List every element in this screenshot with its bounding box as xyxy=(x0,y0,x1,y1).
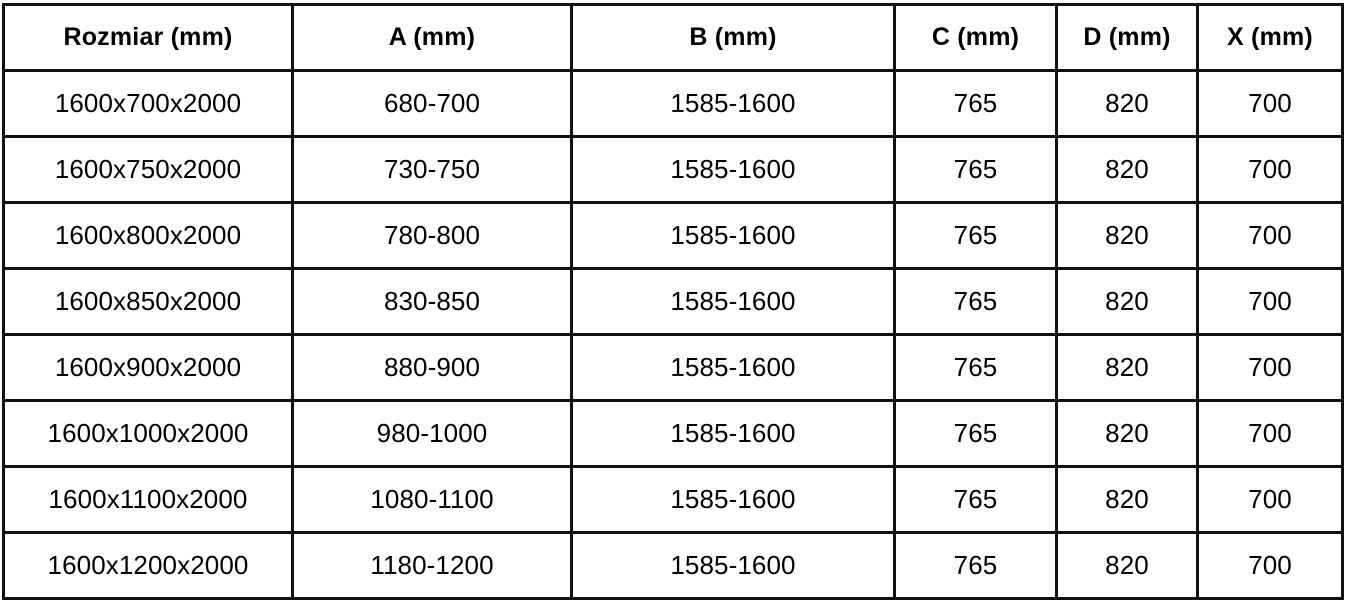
cell-d: 820 xyxy=(1055,201,1199,270)
cell-c: 765 xyxy=(893,267,1058,336)
cell-d: 820 xyxy=(1055,69,1199,138)
cell-b: 1585-1600 xyxy=(570,135,896,204)
cell-c: 765 xyxy=(893,465,1058,534)
cell-b: 1585-1600 xyxy=(570,531,896,600)
cell-a: 880-900 xyxy=(291,333,573,402)
cell-a: 1180-1200 xyxy=(291,531,573,600)
table-row: 1600x850x2000 830-850 1585-1600 765 820 … xyxy=(2,267,1344,336)
cell-a: 680-700 xyxy=(291,69,573,138)
column-header-a: A (mm) xyxy=(291,3,573,72)
cell-d: 820 xyxy=(1055,135,1199,204)
table-header: Rozmiar (mm) A (mm) B (mm) C (mm) D (mm)… xyxy=(2,3,1344,72)
cell-c: 765 xyxy=(893,399,1058,468)
cell-x: 700 xyxy=(1196,69,1344,138)
cell-b: 1585-1600 xyxy=(570,399,896,468)
table-row: 1600x800x2000 780-800 1585-1600 765 820 … xyxy=(2,201,1344,270)
cell-size: 1600x1200x2000 xyxy=(2,531,294,600)
cell-b: 1585-1600 xyxy=(570,333,896,402)
cell-d: 820 xyxy=(1055,333,1199,402)
cell-size: 1600x1100x2000 xyxy=(2,465,294,534)
table-row: 1600x750x2000 730-750 1585-1600 765 820 … xyxy=(2,135,1344,204)
cell-c: 765 xyxy=(893,201,1058,270)
cell-a: 730-750 xyxy=(291,135,573,204)
cell-b: 1585-1600 xyxy=(570,465,896,534)
table-body: 1600x700x2000 680-700 1585-1600 765 820 … xyxy=(2,69,1344,600)
cell-x: 700 xyxy=(1196,399,1344,468)
cell-x: 700 xyxy=(1196,135,1344,204)
cell-a: 780-800 xyxy=(291,201,573,270)
column-header-c: C (mm) xyxy=(893,3,1058,72)
table-row: 1600x900x2000 880-900 1585-1600 765 820 … xyxy=(2,333,1344,402)
table-row: 1600x1100x2000 1080-1100 1585-1600 765 8… xyxy=(2,465,1344,534)
cell-size: 1600x1000x2000 xyxy=(2,399,294,468)
cell-size: 1600x700x2000 xyxy=(2,69,294,138)
cell-x: 700 xyxy=(1196,465,1344,534)
header-row: Rozmiar (mm) A (mm) B (mm) C (mm) D (mm)… xyxy=(2,3,1344,72)
cell-a: 980-1000 xyxy=(291,399,573,468)
cell-c: 765 xyxy=(893,333,1058,402)
cell-a: 1080-1100 xyxy=(291,465,573,534)
cell-x: 700 xyxy=(1196,531,1344,600)
cell-c: 765 xyxy=(893,135,1058,204)
cell-c: 765 xyxy=(893,531,1058,600)
cell-size: 1600x900x2000 xyxy=(2,333,294,402)
cell-d: 820 xyxy=(1055,465,1199,534)
cell-d: 820 xyxy=(1055,399,1199,468)
specification-table-container: Rozmiar (mm) A (mm) B (mm) C (mm) D (mm)… xyxy=(2,3,1344,600)
column-header-b: B (mm) xyxy=(570,3,896,72)
cell-b: 1585-1600 xyxy=(570,201,896,270)
specification-table: Rozmiar (mm) A (mm) B (mm) C (mm) D (mm)… xyxy=(2,3,1344,600)
cell-d: 820 xyxy=(1055,531,1199,600)
cell-x: 700 xyxy=(1196,333,1344,402)
cell-a: 830-850 xyxy=(291,267,573,336)
table-row: 1600x700x2000 680-700 1585-1600 765 820 … xyxy=(2,69,1344,138)
table-row: 1600x1200x2000 1180-1200 1585-1600 765 8… xyxy=(2,531,1344,600)
cell-size: 1600x850x2000 xyxy=(2,267,294,336)
column-header-x: X (mm) xyxy=(1196,3,1344,72)
cell-x: 700 xyxy=(1196,267,1344,336)
column-header-d: D (mm) xyxy=(1055,3,1199,72)
cell-x: 700 xyxy=(1196,201,1344,270)
cell-size: 1600x750x2000 xyxy=(2,135,294,204)
cell-d: 820 xyxy=(1055,267,1199,336)
column-header-size: Rozmiar (mm) xyxy=(2,3,294,72)
cell-size: 1600x800x2000 xyxy=(2,201,294,270)
cell-b: 1585-1600 xyxy=(570,69,896,138)
cell-c: 765 xyxy=(893,69,1058,138)
cell-b: 1585-1600 xyxy=(570,267,896,336)
table-row: 1600x1000x2000 980-1000 1585-1600 765 82… xyxy=(2,399,1344,468)
